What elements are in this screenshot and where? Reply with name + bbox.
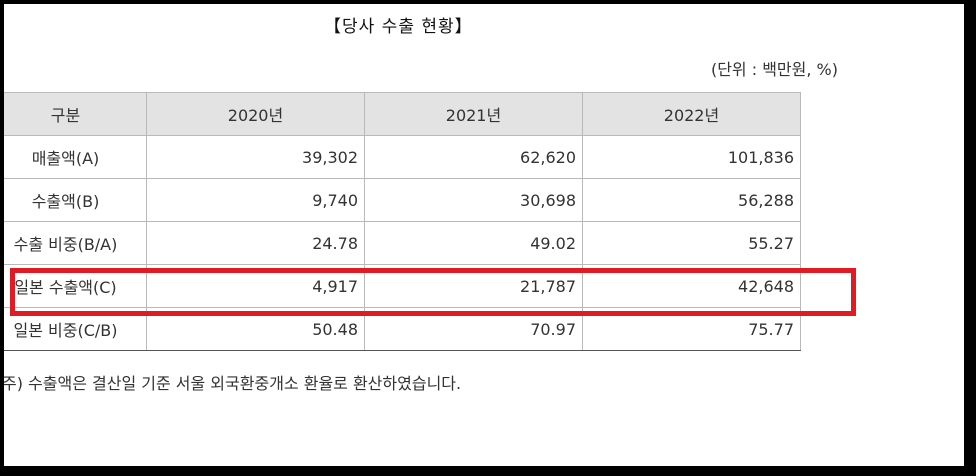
cell-value: 55.27: [582, 221, 801, 265]
cell-value: 4,917: [146, 264, 365, 308]
header-category: 구분: [4, 92, 147, 136]
cell-value: 30,698: [364, 178, 583, 222]
export-table: 구분 2020년 2021년 2022년 매출액(A) 39,302 62,62…: [4, 92, 801, 351]
row-label: 수출 비중(B/A): [4, 221, 147, 265]
cell-value: 101,836: [582, 135, 801, 179]
document-page: 【당사 수출 현황】 (단위 : 백만원, %) 구분 2020년 2021년 …: [4, 4, 964, 466]
row-label: 일본 수출액(C): [4, 264, 147, 308]
footnote: 주) 수출액은 결산일 기준 서울 외국환중개소 환율로 환산하였습니다.: [4, 374, 462, 393]
cell-value: 39,302: [146, 135, 365, 179]
row-label: 일본 비중(C/B): [4, 307, 147, 351]
cell-value: 62,620: [364, 135, 583, 179]
cell-value: 9,740: [146, 178, 365, 222]
table-row-japan-exports: 일본 수출액(C) 4,917 21,787 42,648: [4, 264, 801, 308]
cell-value: 42,648: [582, 264, 801, 308]
row-label: 수출액(B): [4, 178, 147, 222]
cell-value: 56,288: [582, 178, 801, 222]
cell-value: 21,787: [364, 264, 583, 308]
table-row-revenue: 매출액(A) 39,302 62,620 101,836: [4, 135, 801, 179]
header-2021: 2021년: [364, 92, 583, 136]
cell-value: 49.02: [364, 221, 583, 265]
cell-value: 70.97: [364, 307, 583, 351]
table-title: 【당사 수출 현황】: [324, 17, 473, 37]
cell-value: 24.78: [146, 221, 365, 265]
cell-value: 50.48: [146, 307, 365, 351]
table-header-row: 구분 2020년 2021년 2022년: [4, 92, 801, 136]
table-row-export-share: 수출 비중(B/A) 24.78 49.02 55.27: [4, 221, 801, 265]
header-2020: 2020년: [146, 92, 365, 136]
header-2022: 2022년: [582, 92, 801, 136]
cell-value: 75.77: [582, 307, 801, 351]
unit-caption: (단위 : 백만원, %): [710, 60, 838, 79]
table-row-exports: 수출액(B) 9,740 30,698 56,288: [4, 178, 801, 222]
row-label: 매출액(A): [4, 135, 147, 179]
table-row-japan-share: 일본 비중(C/B) 50.48 70.97 75.77: [4, 307, 801, 351]
